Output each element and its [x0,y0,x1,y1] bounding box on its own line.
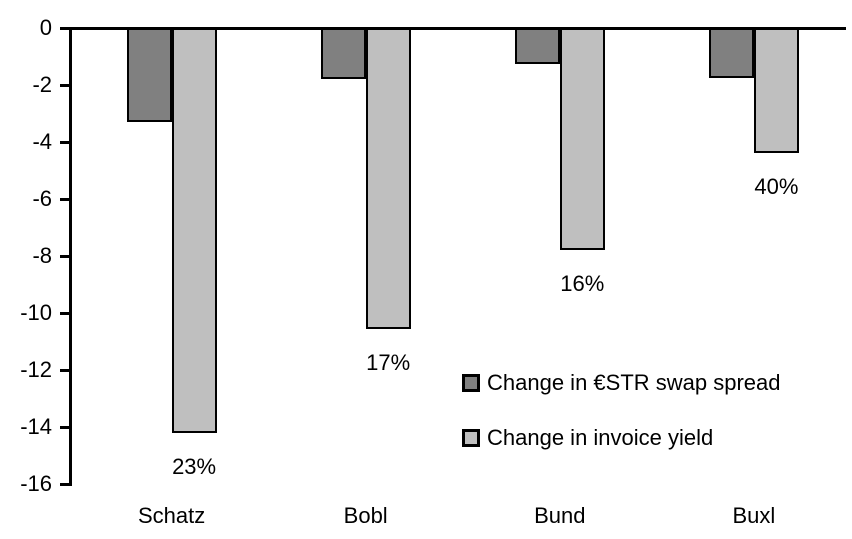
x-category-label: Bund [534,503,586,528]
y-axis-tick [60,84,72,87]
bar-value-label: 16% [560,271,605,297]
y-axis-tick [60,483,72,486]
bar-value-label: 17% [366,349,411,375]
bar-invoice-yield [171,28,217,433]
x-category-label: Buxl [732,503,776,528]
y-axis-tick [60,27,72,30]
legend-swatch-invoice-yield [462,429,480,447]
x-axis-line [69,27,846,30]
bar-invoice-yield [753,28,799,154]
bar-swap-spread [126,28,172,123]
y-axis-tick [60,369,72,372]
y-axis-tick [60,141,72,144]
y-axis-tick [60,312,72,315]
bar-invoice-yield [559,28,605,251]
bar-value-label: 23% [172,453,217,479]
legend-item-invoice-yield: Change in invoice yield [462,426,781,450]
y-axis-tick [60,255,72,258]
y-axis-tick [60,198,72,201]
y-tick-label: -14 [20,414,52,439]
y-tick-label: -16 [20,471,52,496]
y-tick-label: 0 [39,15,52,40]
legend-swatch-swap-spread [462,374,480,392]
y-tick-label: -10 [20,300,52,325]
y-tick-label: -12 [20,357,52,382]
bar-invoice-yield [365,28,411,329]
legend-item-swap-spread: Change in €STR swap spread [462,371,781,395]
legend-label-swap-spread: Change in €STR swap spread [487,370,781,395]
x-category-label: Bobl [343,503,388,528]
y-tick-label: -2 [32,72,52,97]
bar-swap-spread [708,28,754,78]
y-tick-label: -6 [32,186,52,211]
legend-label-invoice-yield: Change in invoice yield [487,425,714,450]
x-category-label: Schatz [137,503,206,528]
bar-swap-spread [514,28,560,64]
y-axis-tick [60,426,72,429]
bar-swap-spread [320,28,366,80]
y-tick-label: -8 [32,243,52,268]
bar-value-label: 40% [754,174,799,200]
y-tick-label: -4 [32,129,52,154]
legend: Change in €STR swap spread Change in inv… [462,371,781,450]
